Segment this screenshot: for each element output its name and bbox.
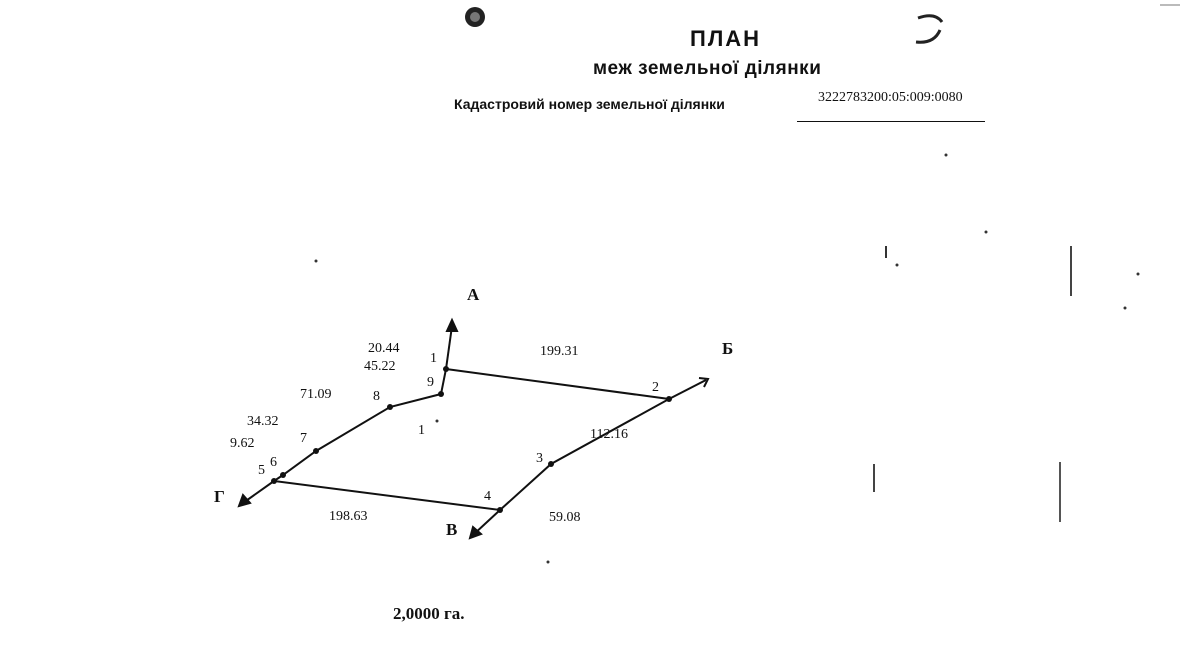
point-label-8: 8 (373, 389, 380, 404)
distance-7-8: 71.09 (300, 387, 332, 402)
arrow-a (445, 325, 453, 370)
point-label-4: 4 (484, 489, 491, 504)
distance-5-6: 9.62 (230, 436, 255, 451)
arrowhead-b (698, 377, 710, 388)
vertex-6 (280, 472, 286, 478)
distance-1-2: 199.31 (540, 344, 579, 359)
arrow-b (668, 379, 707, 400)
scan-speck (1059, 462, 1061, 522)
parcel-boundary (271, 368, 673, 512)
scan-marks (314, 4, 1180, 564)
scan-speck (546, 560, 550, 564)
point-label-6: 6 (270, 455, 277, 470)
scan-speck (1070, 246, 1072, 296)
cadastral-number-label: Кадастровий номер земельної ділянки (454, 96, 725, 112)
point-label-7: 7 (300, 431, 307, 446)
point-label-5: 5 (258, 463, 265, 478)
vertex-5 (271, 478, 277, 484)
point-label-3: 3 (536, 451, 543, 466)
distance-9-1: 20.44 (368, 341, 400, 356)
scan-speck (873, 464, 875, 492)
point-label-2: 2 (652, 380, 659, 395)
vertex-1 (443, 366, 449, 372)
scan-speck (1123, 306, 1127, 310)
vertex-7 (313, 448, 319, 454)
arrow-g (242, 480, 275, 504)
distance-6-7: 34.32 (247, 414, 279, 429)
vertex-2 (666, 396, 672, 402)
arrowhead-a (445, 317, 459, 332)
scan-speck (885, 246, 887, 258)
distance-3-4: 59.08 (549, 510, 581, 525)
cadastral-underline (797, 121, 985, 122)
direction-label-v: В (446, 520, 457, 539)
point-label-1: 1 (430, 351, 437, 366)
scan-speck (944, 153, 948, 157)
scan-speck (314, 259, 318, 263)
distance-4-5: 198.63 (329, 509, 368, 524)
plan-subtitle: меж земельної ділянки (593, 58, 822, 79)
direction-label-g: Г (214, 487, 225, 506)
direction-label-a: А (467, 285, 480, 304)
scan-speck (984, 230, 988, 234)
direction-label-b: Б (722, 339, 733, 358)
parcel-area: 2,0000 га. (393, 604, 465, 623)
seal-mark-inner (470, 12, 480, 22)
distance-8-9: 45.22 (364, 359, 396, 374)
arrowhead-g (237, 493, 252, 508)
scan-speck (895, 263, 899, 267)
vertex-9 (438, 391, 444, 397)
hole-punch-mark (915, 14, 944, 44)
scan-speck (435, 419, 439, 423)
vertex-4 (497, 507, 503, 513)
distance-2-3: 112.16 (590, 427, 628, 442)
plan-title: ПЛАН (690, 26, 762, 51)
vertex-8 (387, 404, 393, 410)
arrowhead-v (468, 525, 483, 540)
cadastral-number-value: 3222783200:05:009:0080 (818, 90, 963, 105)
point-label-9: 9 (427, 375, 434, 390)
scan-speck (1160, 4, 1180, 6)
parcel-number-label: 1 (418, 423, 425, 438)
vertex-3 (548, 461, 554, 467)
scan-speck (1136, 272, 1140, 276)
